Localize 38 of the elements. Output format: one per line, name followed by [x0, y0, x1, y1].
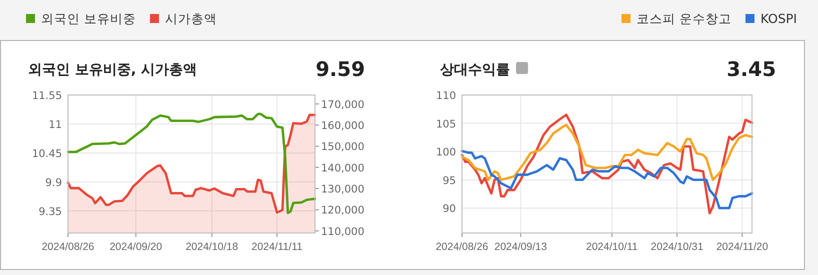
x-tick-label: 2024/11/20 [716, 241, 768, 253]
line-series [460, 124, 754, 182]
y-tick-label: 9.9 [45, 176, 62, 189]
y2-tick-label: 150,000 [321, 141, 364, 154]
y2-tick-label: 170,000 [321, 98, 364, 111]
legend-label: KOSPI [760, 11, 797, 26]
x-tick-label: 2024/08/26 [436, 241, 488, 253]
chart-title: 상대수익률 [440, 62, 510, 78]
legend-label: 코스피 운수창고 [636, 11, 732, 26]
x-tick-label: 2024/10/11 [586, 241, 638, 253]
x-tick-label: 2024/10/31 [650, 241, 704, 253]
x-tick-label: 2024/09/13 [494, 241, 548, 253]
y-tick-label: 11.55 [32, 90, 62, 102]
legend-label: 외국인 보유비중 [41, 11, 136, 26]
y2-tick-label: 120,000 [321, 204, 364, 217]
y2-tick-label: 130,000 [321, 184, 364, 196]
line-series [460, 114, 754, 214]
x-tick-label: 2024/10/18 [186, 241, 238, 253]
y-tick-label: 95 [442, 174, 456, 187]
text: 3.45 [726, 57, 776, 81]
text: 9.59 [316, 57, 365, 81]
y-tick-label: 105 [436, 118, 456, 130]
y-tick-label: 100 [436, 146, 456, 159]
x-tick-label: 2024/08/26 [42, 241, 94, 253]
y-tick-label: 10.45 [32, 148, 62, 160]
y2-tick-label: 160,000 [321, 120, 364, 132]
y2-tick-label: 140,000 [321, 162, 364, 174]
y2-tick-label: 110,000 [321, 226, 364, 238]
chart-title: 외국인 보유비중, 시가총액 [28, 62, 198, 78]
line-series [66, 112, 316, 214]
y-tick-label: 90 [442, 203, 456, 216]
legend-label: 시가총액 [164, 11, 217, 26]
y-tick-label: 11 [48, 118, 62, 131]
line-series [460, 150, 754, 210]
x-tick-label: 2024/11/11 [252, 241, 303, 253]
x-tick-label: 2024/09/20 [110, 241, 162, 253]
y-tick-label: 110 [436, 90, 456, 102]
y-tick-label: 9.35 [38, 206, 62, 218]
